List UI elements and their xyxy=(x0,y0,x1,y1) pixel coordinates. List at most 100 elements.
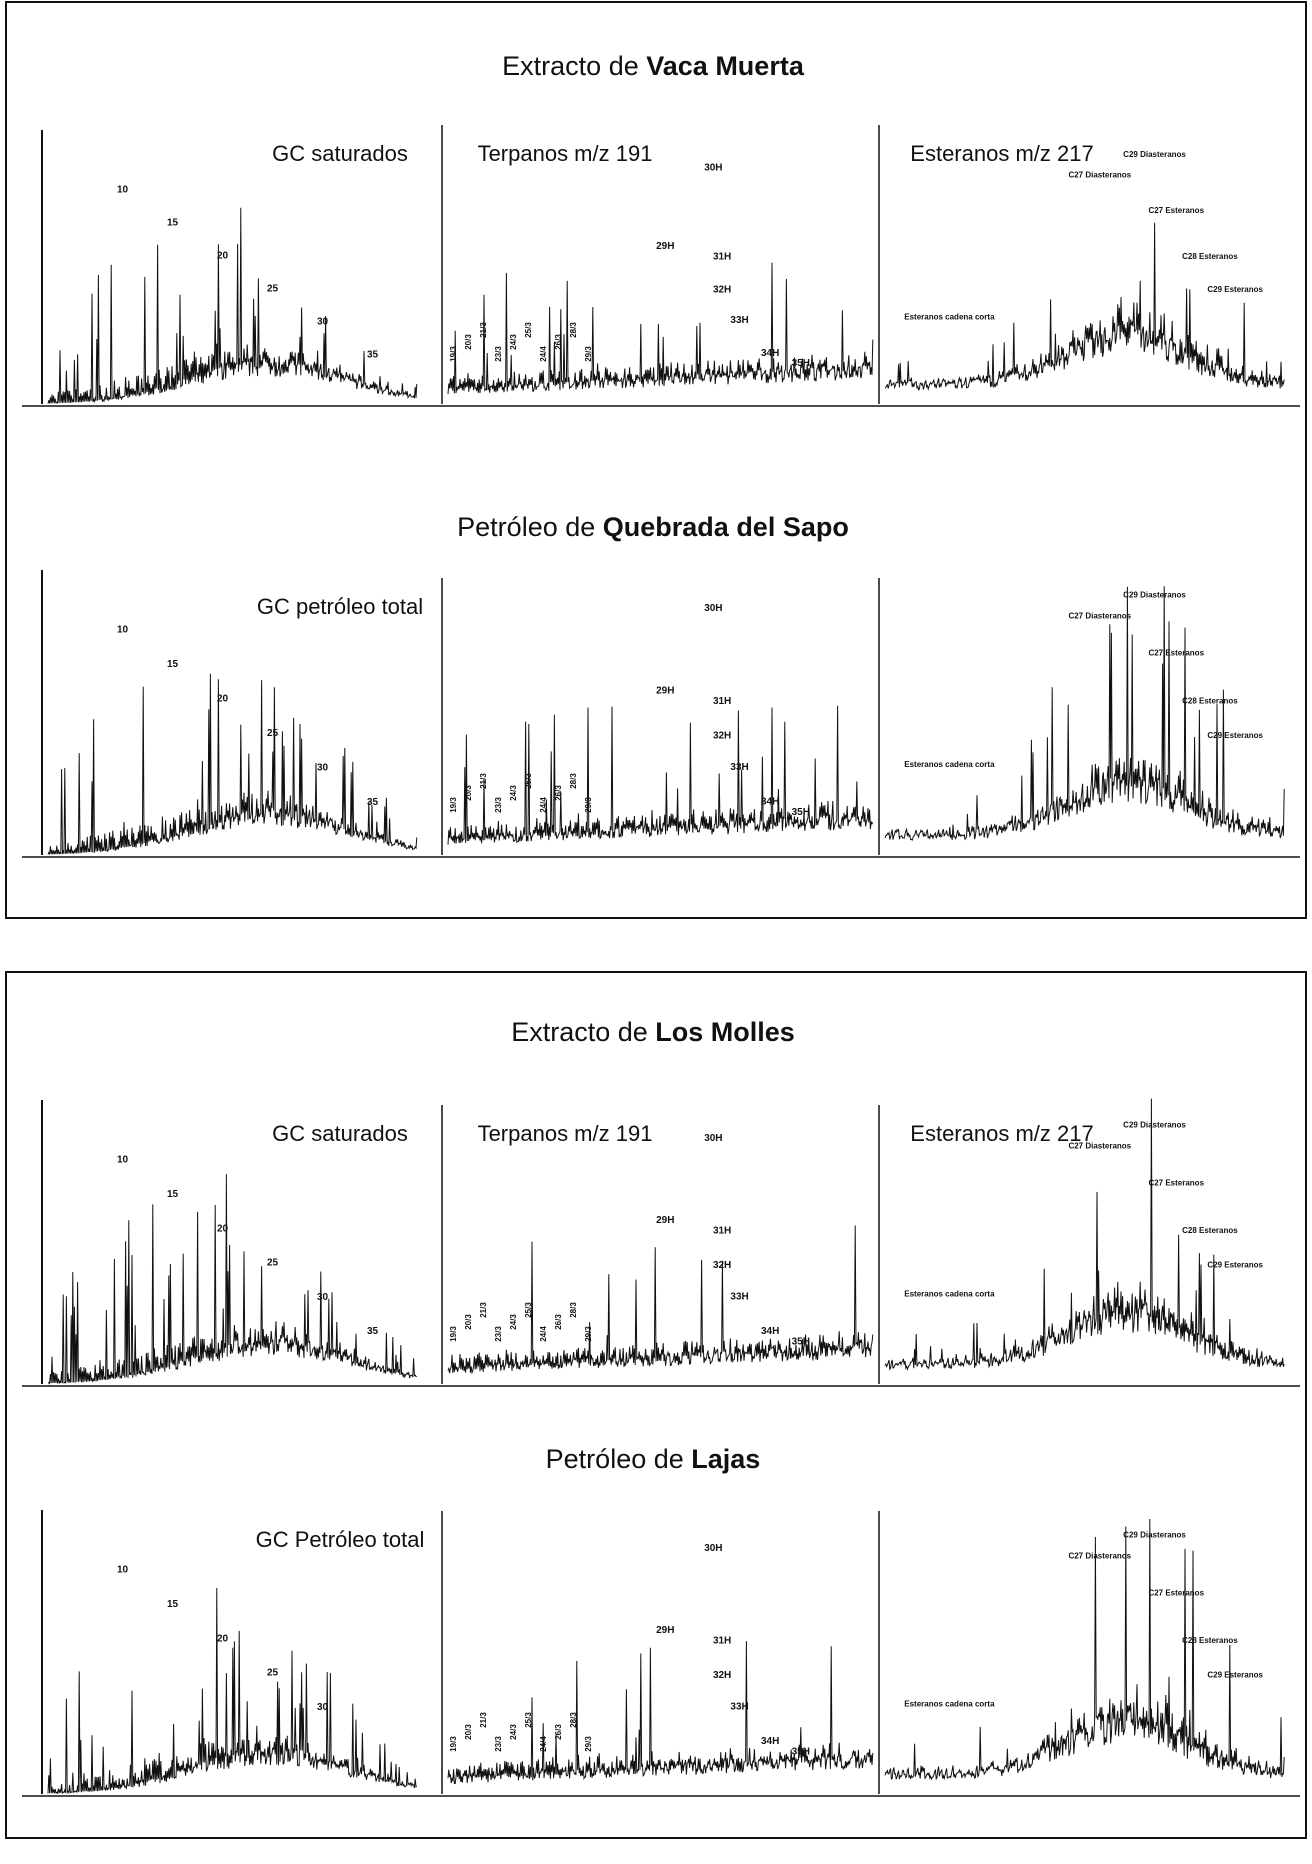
sterane-peak-label: C27 Diasteranos xyxy=(1068,1142,1131,1151)
tricyclic-peak-label: 21/3 xyxy=(479,322,488,338)
chromatogram-trace xyxy=(448,1641,873,1783)
tricyclic-peak-label: 24/3 xyxy=(509,785,518,801)
sterane-peak-label: C27 Esteranos xyxy=(1148,1178,1204,1187)
hopane-peak-label: 35H xyxy=(792,807,810,818)
gc-peak-label: 20 xyxy=(217,1633,229,1644)
gc-peak-label: 35 xyxy=(367,797,379,808)
hopane-peak-label: 30H xyxy=(704,1543,722,1554)
hopane-peak-label: 32H xyxy=(713,730,731,741)
terpane-label: Terpanos m/z 191 xyxy=(478,141,653,166)
sterane-peak-label: C28 Esteranos xyxy=(1182,1636,1238,1645)
tricyclic-peak-label: 24/3 xyxy=(509,334,518,350)
chromatogram-trace xyxy=(48,1588,417,1794)
tricyclic-peak-label: 21/3 xyxy=(479,773,488,789)
gc-peak-label: 25 xyxy=(267,1258,279,1269)
gc-peak-label: 35 xyxy=(367,350,379,361)
title-prefix: Extracto de xyxy=(502,51,639,81)
hopane-peak-label: 35H xyxy=(792,1746,810,1757)
hopane-peak-label: 34H xyxy=(761,1736,779,1747)
tricyclic-peak-label: 24/3 xyxy=(509,1314,518,1330)
chromatogram-trace xyxy=(448,706,873,845)
tricyclic-peak-label: 21/3 xyxy=(479,1302,488,1318)
sterane-peak-label: C29 Diasteranos xyxy=(1123,590,1186,599)
figure-title: Petróleo de Lajas xyxy=(546,1444,761,1474)
hopane-peak-label: 29H xyxy=(656,241,674,252)
tricyclic-peak-label: 24/4 xyxy=(539,797,548,813)
hopane-peak-label: 32H xyxy=(713,1670,731,1681)
chromatogram-trace xyxy=(448,1226,873,1374)
title-space xyxy=(648,1017,656,1047)
gc-peak-label: 15 xyxy=(167,1599,179,1610)
tricyclic-peak-label: 24/4 xyxy=(539,346,548,362)
figure-page: Extracto de Vaca MuertaGC saturadosTerpa… xyxy=(0,0,1312,1864)
gc-peak-label: 30 xyxy=(317,762,329,773)
tricyclic-peak-label: 26/3 xyxy=(554,785,563,801)
tricyclic-peak-label: 29/3 xyxy=(584,346,593,362)
sterane-peak-label: C28 Esteranos xyxy=(1182,696,1238,705)
tricyclic-peak-label: 28/3 xyxy=(569,1302,578,1318)
tricyclic-peak-label: 19/3 xyxy=(449,346,458,362)
chromatogram-trace xyxy=(885,586,1284,840)
tricyclic-peak-label: 20/3 xyxy=(464,1314,473,1330)
tricyclic-peak-label: 24/4 xyxy=(539,1326,548,1342)
hopane-peak-label: 31H xyxy=(713,1226,731,1237)
sterane-peak-label: C27 Diasteranos xyxy=(1068,612,1131,621)
hopane-peak-label: 34H xyxy=(761,797,779,808)
gc-peak-label: 20 xyxy=(217,694,229,705)
gc-peak-label: 20 xyxy=(217,1223,229,1234)
sterane-peak-label: C27 Esteranos xyxy=(1148,1588,1204,1597)
hopane-peak-label: 31H xyxy=(713,1636,731,1647)
tricyclic-peak-label: 26/3 xyxy=(554,1314,563,1330)
tricyclic-peak-label: 28/3 xyxy=(569,1712,578,1728)
hopane-peak-label: 30H xyxy=(704,162,722,173)
sterane-peak-label: C29 Diasteranos xyxy=(1123,1530,1186,1539)
hopane-peak-label: 35H xyxy=(792,358,810,369)
sterane-peak-label: Esteranos cadena corta xyxy=(904,760,995,769)
tricyclic-peak-label: 26/3 xyxy=(554,334,563,350)
title-bold: Lajas xyxy=(691,1444,760,1474)
hopane-peak-label: 30H xyxy=(704,603,722,614)
gc-peak-label: 25 xyxy=(267,1668,279,1679)
panel-frame xyxy=(6,972,1306,1838)
sterane-label: Esteranos m/z 217 xyxy=(910,141,1093,166)
gc-peak-label: 10 xyxy=(117,625,129,636)
title-prefix: Petróleo de xyxy=(546,1444,684,1474)
tricyclic-peak-label: 29/3 xyxy=(584,1736,593,1752)
title-space xyxy=(639,51,647,81)
title-bold: Quebrada del Sapo xyxy=(603,512,849,542)
tricyclic-peak-label: 23/3 xyxy=(494,1326,503,1342)
sterane-peak-label: C29 Diasteranos xyxy=(1123,1120,1186,1129)
title-bold: Vaca Muerta xyxy=(646,51,805,81)
sterane-peak-label: C28 Esteranos xyxy=(1182,1226,1238,1235)
tricyclic-peak-label: 25/3 xyxy=(524,1302,533,1318)
sterane-peak-label: C29 Esteranos xyxy=(1207,1260,1263,1269)
tricyclic-peak-label: 23/3 xyxy=(494,1736,503,1752)
title-prefix: Extracto de xyxy=(511,1017,648,1047)
tricyclic-peak-label: 28/3 xyxy=(569,773,578,789)
chromatogram-trace xyxy=(885,223,1284,390)
title-bold: Los Molles xyxy=(655,1017,795,1047)
tricyclic-peak-label: 24/4 xyxy=(539,1736,548,1752)
tricyclic-peak-label: 28/3 xyxy=(569,322,578,338)
figure-title: Petróleo de Quebrada del Sapo xyxy=(457,512,849,542)
gc-label: GC Petróleo total xyxy=(256,1527,425,1552)
tricyclic-peak-label: 19/3 xyxy=(449,1736,458,1752)
sterane-peak-label: C29 Diasteranos xyxy=(1123,150,1186,159)
tricyclic-peak-label: 23/3 xyxy=(494,797,503,813)
tricyclic-peak-label: 25/3 xyxy=(524,1712,533,1728)
chromatogram-trace xyxy=(48,674,417,855)
gc-peak-label: 30 xyxy=(317,1702,329,1713)
gc-peak-label: 30 xyxy=(317,317,329,328)
sterane-label: Esteranos m/z 217 xyxy=(910,1121,1093,1146)
hopane-peak-label: 35H xyxy=(792,1336,810,1347)
sterane-peak-label: C29 Esteranos xyxy=(1207,731,1263,740)
terpane-label: Terpanos m/z 191 xyxy=(478,1121,653,1146)
gc-peak-label: 10 xyxy=(117,1155,129,1166)
tricyclic-peak-label: 20/3 xyxy=(464,1724,473,1740)
sterane-peak-label: C27 Esteranos xyxy=(1148,206,1204,215)
tricyclic-peak-label: 19/3 xyxy=(449,1326,458,1342)
panel-frame xyxy=(6,2,1306,918)
sterane-peak-label: C27 Diasteranos xyxy=(1068,171,1131,180)
sterane-peak-label: C28 Esteranos xyxy=(1182,252,1238,261)
title-prefix: Petróleo de xyxy=(457,512,595,542)
